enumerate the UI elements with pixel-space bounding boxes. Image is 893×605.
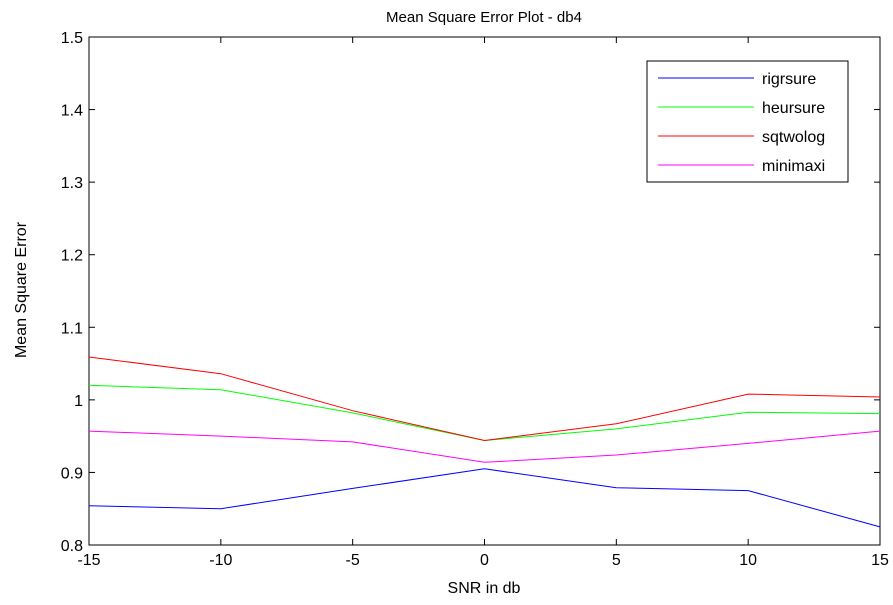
y-tick-label: 1.2: [61, 248, 83, 265]
x-tick-label: 10: [739, 552, 757, 569]
y-tick-label: 1.1: [61, 320, 83, 337]
ticks-layer: -15 -10 -5 0 5 10 15 0.8 0.9 1 1.1 1.2 1.3 1.4 1.5: [61, 30, 889, 569]
x-tick-label: -10: [209, 552, 232, 569]
series-line-rigrsure: [88, 468, 881, 528]
y-tick-label: 1.3: [61, 175, 83, 192]
y-axis-title: Mean Square Error: [13, 221, 30, 358]
y-tick-label: 0.9: [61, 465, 83, 482]
legend-label-minimaxi: minimaxi: [762, 158, 825, 175]
x-tick-label: -15: [77, 552, 100, 569]
y-tick-label: 1.4: [61, 103, 83, 120]
y-tick-label: 1: [74, 393, 83, 410]
chart-title: Mean Square Error Plot - db4: [386, 9, 582, 26]
legend: rigrsure heursure sqtwolog minimaxi: [646, 60, 849, 183]
legend-label-rigrsure: rigrsure: [762, 71, 816, 88]
x-tick-label: 0: [480, 552, 489, 569]
legend-label-heursure: heursure: [762, 100, 825, 117]
x-tick-label: 15: [871, 552, 889, 569]
legend-label-sqtwolog: sqtwolog: [762, 129, 825, 146]
y-tick-label: 1.5: [61, 30, 83, 47]
series-line-sqtwolog: [88, 356, 881, 442]
x-tick-label: 5: [612, 552, 621, 569]
x-tick-label: -5: [346, 552, 360, 569]
series-layer: [88, 356, 881, 528]
y-tick-label: 0.8: [61, 538, 83, 555]
x-axis-title: SNR in db: [448, 580, 521, 597]
series-line-minimaxi: [88, 430, 881, 463]
legend-box: [646, 60, 849, 183]
